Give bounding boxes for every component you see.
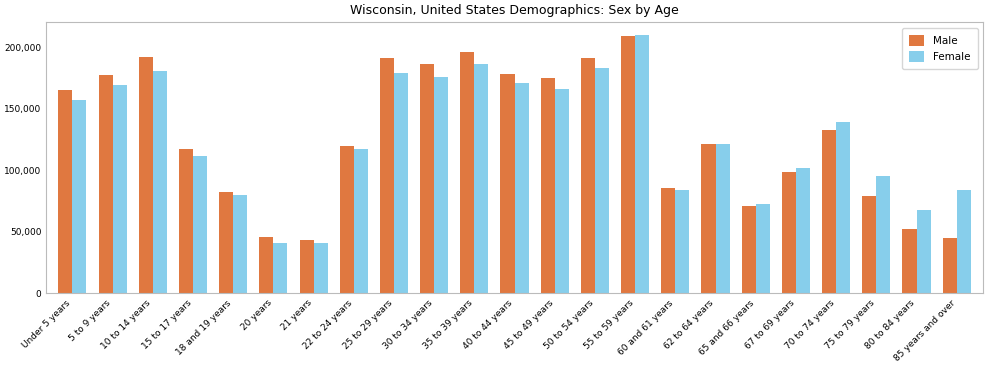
Bar: [353, 149, 368, 294]
Bar: [595, 68, 608, 294]
Bar: [500, 74, 514, 294]
Bar: [715, 145, 729, 294]
Bar: [755, 204, 769, 294]
Bar: [72, 100, 87, 294]
Bar: [795, 168, 810, 294]
Bar: [420, 64, 434, 294]
Bar: [581, 58, 595, 294]
Bar: [99, 76, 112, 294]
Bar: [661, 188, 674, 294]
Bar: [876, 177, 889, 294]
Bar: [193, 156, 207, 294]
Bar: [380, 58, 393, 294]
Bar: [635, 35, 649, 294]
Bar: [259, 237, 273, 294]
Bar: [701, 145, 715, 294]
Bar: [434, 77, 448, 294]
Bar: [273, 243, 287, 294]
Bar: [219, 192, 233, 294]
Bar: [955, 190, 970, 294]
Bar: [862, 196, 876, 294]
Bar: [540, 78, 554, 294]
Bar: [821, 130, 835, 294]
Bar: [58, 90, 72, 294]
Bar: [942, 238, 955, 294]
Bar: [916, 210, 930, 294]
Title: Wisconsin, United States Demographics: Sex by Age: Wisconsin, United States Demographics: S…: [350, 4, 678, 17]
Bar: [554, 89, 568, 294]
Bar: [781, 171, 795, 294]
Bar: [153, 70, 167, 294]
Bar: [901, 229, 916, 294]
Legend: Male, Female: Male, Female: [900, 28, 977, 69]
Bar: [393, 73, 407, 294]
Bar: [314, 243, 327, 294]
Bar: [459, 52, 474, 294]
Bar: [514, 83, 528, 294]
Bar: [178, 149, 193, 294]
Bar: [740, 206, 755, 294]
Bar: [299, 240, 314, 294]
Bar: [139, 57, 153, 294]
Bar: [835, 122, 849, 294]
Bar: [233, 195, 247, 294]
Bar: [474, 64, 488, 294]
Bar: [674, 190, 688, 294]
Bar: [112, 85, 126, 294]
Bar: [620, 36, 635, 294]
Bar: [339, 146, 353, 294]
